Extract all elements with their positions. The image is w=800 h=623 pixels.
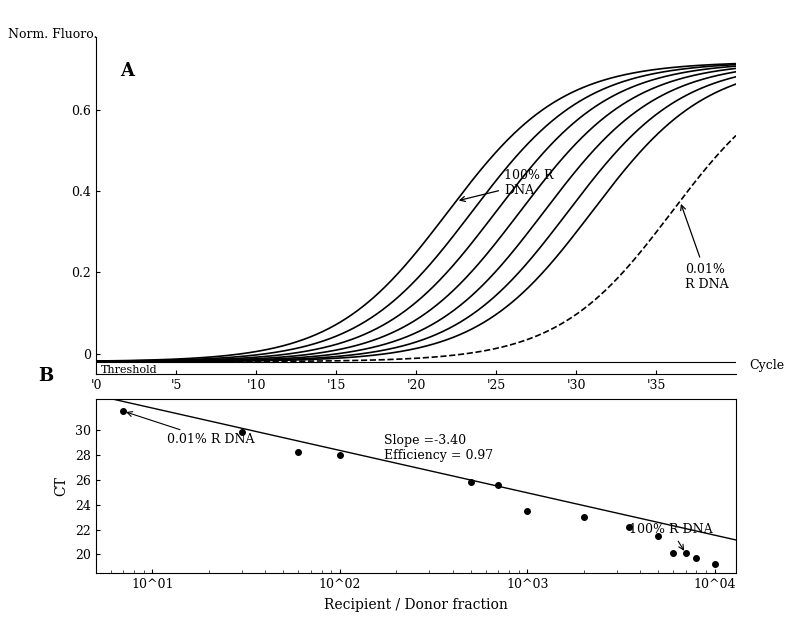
Point: [492, 480, 505, 490]
Text: Norm. Fluoro.: Norm. Fluoro.: [8, 28, 98, 41]
Point: [666, 548, 679, 558]
Point: [292, 447, 305, 457]
Text: B: B: [38, 368, 54, 385]
Point: [622, 522, 635, 532]
Text: Slope =-3.40
Efficiency = 0.97: Slope =-3.40 Efficiency = 0.97: [384, 434, 493, 462]
Point: [117, 406, 130, 416]
X-axis label: Recipient / Donor fraction: Recipient / Donor fraction: [324, 598, 508, 612]
Point: [521, 506, 534, 516]
Text: 100% R
DNA: 100% R DNA: [460, 169, 554, 201]
Text: 0.01%
R DNA: 0.01% R DNA: [681, 205, 729, 290]
Text: 0.01% R DNA: 0.01% R DNA: [127, 412, 254, 446]
Point: [690, 553, 703, 563]
Text: Cycle: Cycle: [749, 359, 784, 372]
Point: [334, 450, 346, 460]
Point: [652, 531, 665, 541]
Point: [578, 512, 590, 522]
Point: [235, 427, 248, 437]
Text: 100% R DNA: 100% R DNA: [629, 523, 713, 550]
Point: [679, 548, 692, 558]
Text: A: A: [120, 62, 134, 80]
Point: [465, 477, 478, 487]
Text: Threshold: Threshold: [101, 365, 158, 375]
Y-axis label: CT: CT: [54, 476, 68, 496]
Point: [708, 559, 721, 569]
